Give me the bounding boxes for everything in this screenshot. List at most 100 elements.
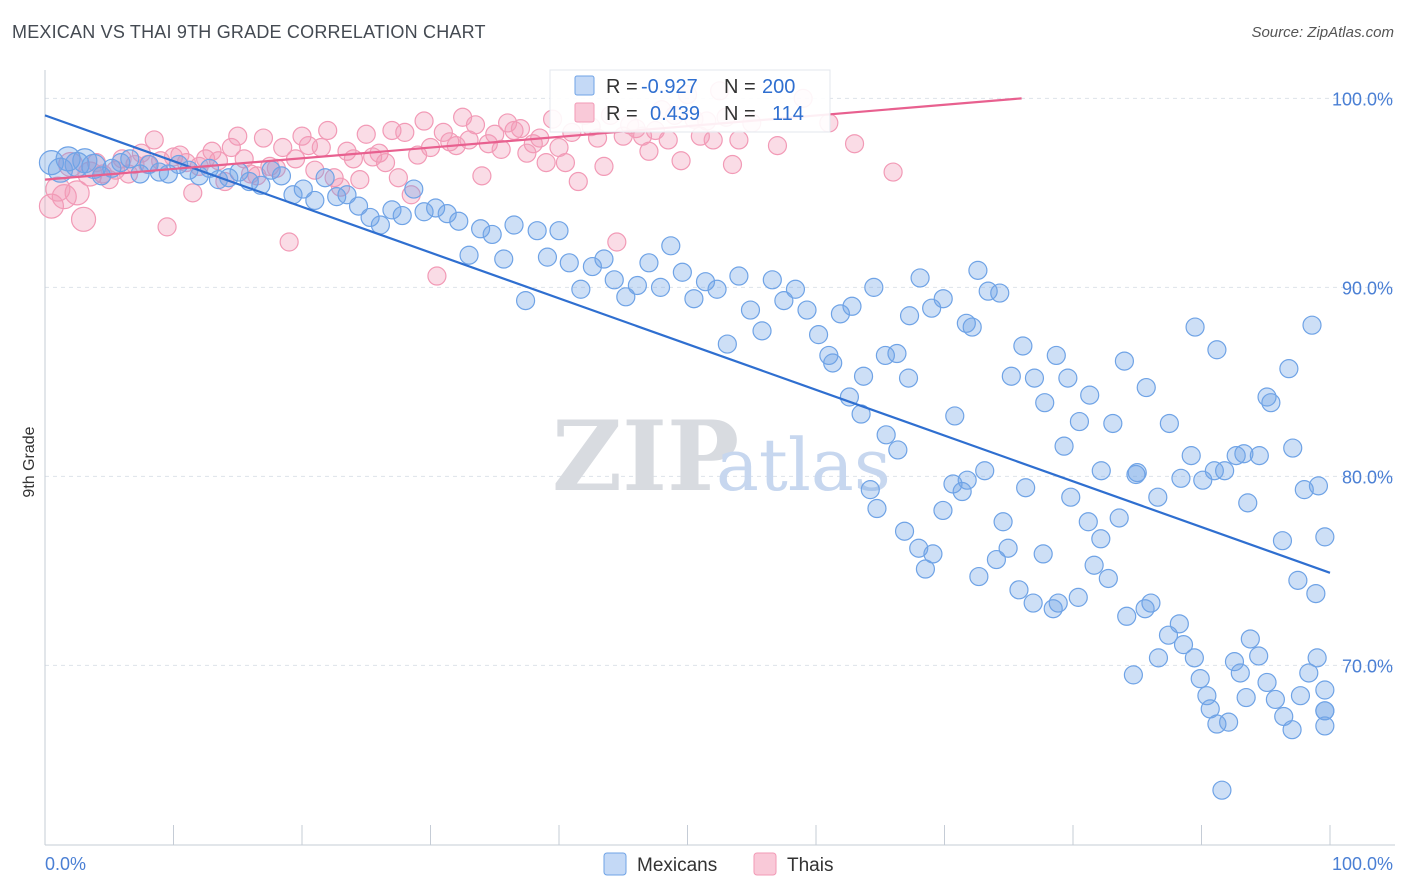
mexican-point — [337, 185, 357, 205]
mexican-point — [360, 207, 380, 228]
mexican-point — [975, 461, 995, 481]
thai-point — [318, 120, 338, 141]
watermark: ZIP atlas — [552, 400, 891, 513]
mexican-point — [1230, 663, 1250, 683]
mexican-point — [998, 538, 1018, 558]
mexican-point — [1068, 587, 1088, 607]
mexican-point — [1307, 648, 1327, 668]
mexican-point — [762, 270, 782, 290]
thai-point — [388, 168, 408, 188]
mexican-point — [1103, 413, 1123, 434]
mexican-point — [752, 321, 772, 341]
mexican-point — [860, 480, 880, 500]
mexican-point — [1035, 393, 1055, 413]
mexican-point — [672, 262, 692, 282]
mexican-point — [437, 204, 457, 224]
mexican-point — [1109, 508, 1129, 528]
thai-point — [433, 122, 453, 142]
thai-point — [607, 232, 627, 252]
thai-point — [671, 151, 691, 171]
x-tick-label-min: 0.0% — [45, 854, 86, 874]
mexican-point — [594, 249, 614, 269]
thai-point — [330, 177, 351, 197]
mexican-point — [1238, 493, 1258, 513]
mexican-point — [1224, 652, 1245, 672]
thai-point — [472, 166, 492, 186]
mexican-point — [1173, 635, 1194, 655]
mexican-point — [582, 256, 603, 277]
thai-point — [491, 139, 511, 159]
mexican-point — [1061, 487, 1081, 507]
mexican-point — [1236, 687, 1256, 708]
mexican-point — [382, 200, 402, 220]
mexican-point — [1159, 413, 1179, 434]
thai-point — [202, 141, 222, 161]
mexican-point — [404, 179, 424, 199]
mexican-point — [1135, 599, 1155, 619]
thai-point — [414, 111, 434, 131]
mexican-point — [459, 245, 479, 265]
mexican-point — [1315, 527, 1335, 547]
mexican-point — [707, 279, 727, 299]
thai-point — [594, 156, 614, 177]
mexican-point — [414, 202, 434, 222]
mexican-point — [1091, 461, 1111, 481]
mexican-point — [962, 317, 982, 337]
mexican-point — [1016, 478, 1036, 498]
mexican-point — [1226, 446, 1246, 466]
legend-r-value-thais: 0.439 — [650, 103, 700, 125]
bottom-legend-label-thais: Thais — [787, 855, 833, 876]
mexican-point — [426, 198, 446, 218]
bottom-legend-label-mexicans: Mexicans — [637, 855, 717, 876]
mexican-point — [1098, 568, 1118, 589]
y-tick-labels: 70.0% 80.0% 90.0% 100.0% — [1332, 89, 1393, 676]
mexican-point — [1215, 461, 1235, 481]
mexican-point — [1283, 438, 1303, 458]
mexican-point — [740, 300, 761, 320]
x-tick-label-max: 100.0% — [1332, 854, 1393, 874]
mexican-point — [1272, 531, 1293, 551]
mexican-point — [1265, 689, 1285, 710]
thai-point — [64, 180, 90, 206]
thai-point — [279, 232, 299, 252]
thai-point — [510, 118, 531, 139]
mexican-point — [1257, 387, 1277, 407]
mexican-point — [1148, 648, 1169, 668]
thai-point — [228, 126, 248, 146]
mexican-point — [952, 481, 972, 502]
thai-point — [555, 153, 576, 173]
mexican-point — [370, 215, 390, 235]
mexican-point — [923, 544, 943, 564]
mexican-point — [1207, 340, 1227, 360]
mexican-point — [717, 334, 737, 354]
thai-point — [375, 153, 396, 173]
y-tick-label: 100.0% — [1332, 89, 1393, 109]
legend-r-value-mexicans: -0.927 — [641, 76, 698, 98]
thai-point — [38, 193, 65, 219]
thai-point — [70, 206, 97, 232]
mexican-point — [887, 343, 907, 364]
mexican-point — [1048, 593, 1068, 613]
mexican-point — [392, 205, 412, 226]
mexican-point — [1184, 648, 1204, 668]
mexican-point — [899, 306, 920, 326]
mexican-point — [1046, 345, 1066, 366]
thai-point — [767, 136, 788, 156]
mexican-point — [1148, 487, 1168, 507]
mexican-point — [1308, 476, 1329, 496]
legend-swatch-mexicans — [574, 75, 595, 96]
mexican-point — [482, 224, 502, 245]
mexican-point — [1299, 663, 1319, 683]
thai-point — [395, 122, 415, 142]
thai-point — [465, 115, 486, 135]
thai-point — [183, 183, 203, 203]
thai-point — [568, 171, 588, 192]
mexican-point — [808, 325, 829, 345]
legend-n-label-thais: N = — [724, 103, 756, 125]
mexican-point — [494, 249, 514, 269]
mexican-point — [1080, 385, 1100, 405]
mexican-point — [842, 296, 862, 316]
mexican-point — [684, 289, 704, 309]
mexican-point — [1190, 669, 1210, 689]
